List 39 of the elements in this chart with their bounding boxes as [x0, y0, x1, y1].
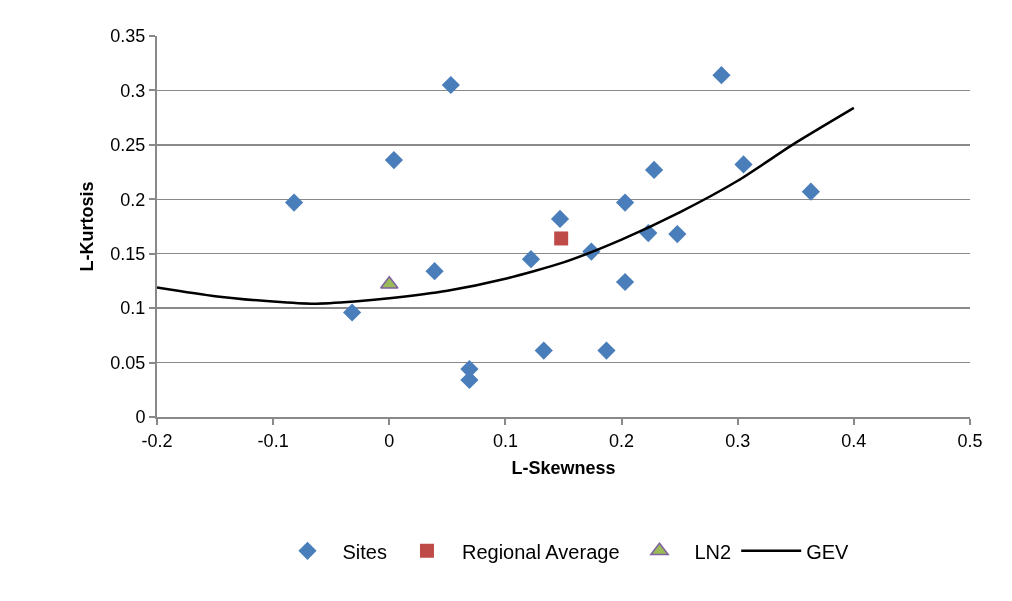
- point: [668, 225, 687, 244]
- x-tick-label: 0.1: [492, 430, 518, 451]
- point: [521, 250, 541, 269]
- x-tick-label: -0.2: [141, 430, 173, 451]
- point: [597, 341, 616, 360]
- y-tick-label: 0.25: [110, 135, 146, 156]
- point: [550, 209, 570, 228]
- point: [734, 155, 753, 174]
- legend-label: LN2: [694, 540, 732, 563]
- point: [425, 262, 444, 281]
- point: [284, 193, 304, 212]
- point: [441, 75, 460, 95]
- x-tick-label: -0.1: [257, 430, 289, 451]
- y-tick-label: 0.05: [110, 352, 146, 373]
- x-tick-label: 0.4: [841, 430, 867, 451]
- y-tick-label: 0.2: [120, 189, 146, 210]
- point: [615, 193, 635, 212]
- x-axis-title: L-Skewness: [511, 458, 616, 479]
- point: [712, 66, 731, 85]
- legend-label: GEV: [806, 540, 850, 563]
- legend-label: Sites: [342, 540, 387, 563]
- x-tick-label: 0.3: [725, 430, 751, 451]
- y-tick-label: 0.15: [110, 244, 146, 265]
- point: [384, 151, 404, 170]
- point: [554, 231, 569, 246]
- point: [801, 182, 820, 201]
- y-tick-label: 0.35: [110, 26, 146, 47]
- point: [615, 272, 635, 292]
- x-tick-label: 0.5: [957, 430, 983, 451]
- point: [644, 160, 664, 179]
- y-tick-label: 0: [135, 407, 146, 428]
- point: [343, 303, 362, 322]
- x-tick-label: 0.2: [609, 430, 635, 451]
- y-tick-label: 0.3: [120, 80, 146, 101]
- y-axis-title: L-Kurtosis: [77, 181, 98, 272]
- x-tick-label: 0: [384, 430, 395, 451]
- point: [534, 341, 553, 360]
- y-tick-label: 0.1: [120, 298, 146, 319]
- legend-label: Regional Average: [461, 540, 620, 563]
